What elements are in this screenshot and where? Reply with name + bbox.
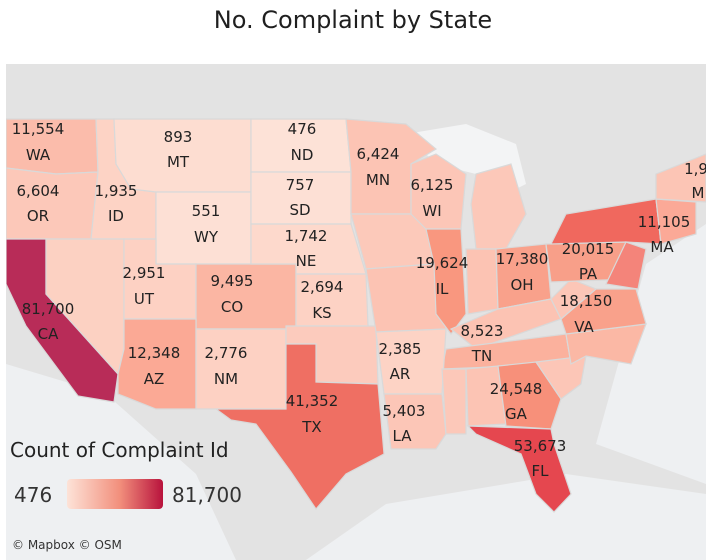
legend-max-label: 81,700: [172, 483, 242, 507]
choropleth-map[interactable]: 11,554 WA 6,604 OR 81,700 CA 1,935 ID 89…: [6, 64, 706, 560]
label-TX-value: 41,352: [286, 392, 339, 410]
label-LA-abbr: LA: [393, 427, 413, 445]
label-FL-abbr: FL: [532, 462, 550, 480]
label-MT-value: 893: [164, 128, 193, 146]
label-AZ-abbr: AZ: [144, 370, 165, 388]
label-TX-abbr: TX: [301, 418, 321, 436]
label-PA-abbr: PA: [579, 265, 598, 283]
label-GA-value: 24,548: [490, 380, 543, 398]
label-OH-abbr: OH: [510, 276, 533, 294]
state-NJ-MD[interactable]: [605, 241, 647, 290]
label-OH-value: 17,380: [496, 250, 549, 268]
label-WA-value: 11,554: [12, 120, 65, 138]
label-CO-abbr: CO: [221, 298, 243, 316]
label-NE-abbr: NE: [296, 252, 317, 270]
state-AR[interactable]: [375, 328, 447, 395]
label-SD-abbr: SD: [289, 201, 310, 219]
legend-min-label: 476: [14, 483, 53, 507]
label-IL-value: 19,624: [416, 254, 469, 272]
state-FL[interactable]: [466, 425, 572, 513]
legend-color-ramp: [67, 479, 163, 509]
label-ND-value: 476: [288, 120, 317, 138]
label-ME-partial-value: 1,9: [684, 160, 706, 178]
state-ME-NH[interactable]: [655, 153, 706, 203]
label-MN-value: 6,424: [357, 145, 400, 163]
label-TN-abbr: TN: [471, 347, 492, 365]
label-WA-abbr: WA: [26, 146, 51, 164]
label-ID-abbr: ID: [108, 207, 124, 225]
label-MA-value: 11,105: [638, 213, 691, 231]
label-WY-value: 551: [192, 202, 221, 220]
state-MS[interactable]: [441, 368, 467, 435]
state-IN[interactable]: [465, 248, 499, 315]
label-CO-value: 9,495: [211, 272, 254, 290]
state-IL[interactable]: [425, 228, 467, 335]
label-VA-value: 18,150: [560, 292, 613, 310]
label-OR-value: 6,604: [17, 182, 60, 200]
map-attribution[interactable]: © Mapbox © OSM: [12, 538, 122, 552]
legend-title: Count of Complaint Id: [10, 438, 229, 462]
label-LA-value: 5,403: [383, 402, 426, 420]
state-OR[interactable]: [6, 167, 99, 240]
gulf-of-mexico: [306, 474, 706, 560]
atlantic-ocean: [596, 224, 706, 484]
label-PA-value: 20,015: [562, 240, 615, 258]
pacific-ocean: [6, 364, 236, 560]
state-TX[interactable]: [214, 343, 385, 510]
state-WV[interactable]: [550, 278, 598, 320]
label-CA-value: 81,700: [22, 300, 75, 318]
label-VA-abbr: VA: [574, 318, 594, 336]
label-MN-abbr: MN: [366, 171, 390, 189]
label-FL-value: 53,673: [514, 437, 567, 455]
label-AR-abbr: AR: [390, 365, 411, 383]
label-ND-abbr: ND: [291, 146, 314, 164]
label-NM-abbr: NM: [214, 370, 238, 388]
label-AR-value: 2,385: [379, 340, 422, 358]
state-LA[interactable]: [383, 393, 447, 450]
label-SD-value: 757: [286, 176, 315, 194]
label-KS-abbr: KS: [312, 304, 331, 322]
label-GA-abbr: GA: [505, 405, 528, 423]
state-AZ[interactable]: [117, 318, 197, 410]
state-SC[interactable]: [534, 355, 587, 400]
state-GA[interactable]: [497, 361, 562, 430]
map-title: No. Complaint by State: [213, 6, 493, 34]
label-NM-value: 2,776: [205, 344, 248, 362]
label-WI-value: 6,125: [411, 176, 454, 194]
label-MT-abbr: MT: [167, 153, 190, 171]
label-TN-value: 8,523: [461, 322, 504, 340]
label-ME-partial-abbr: M: [692, 184, 705, 202]
label-WI-abbr: WI: [422, 202, 441, 220]
label-UT-abbr: UT: [134, 290, 155, 308]
label-MA-abbr: MA: [650, 238, 674, 256]
label-WY-abbr: WY: [194, 228, 219, 246]
label-KS-value: 2,694: [301, 278, 344, 296]
label-NE-value: 1,742: [285, 227, 328, 245]
label-UT-value: 2,951: [123, 264, 166, 282]
label-IL-abbr: IL: [436, 280, 449, 298]
state-labels: 11,554 WA 6,604 OR 81,700 CA 1,935 ID 89…: [12, 120, 706, 480]
label-ID-value: 1,935: [95, 182, 138, 200]
label-OR-abbr: OR: [27, 207, 49, 225]
label-AZ-value: 12,348: [128, 344, 181, 362]
label-CA-abbr: CA: [38, 325, 59, 343]
state-NM[interactable]: [195, 328, 287, 410]
